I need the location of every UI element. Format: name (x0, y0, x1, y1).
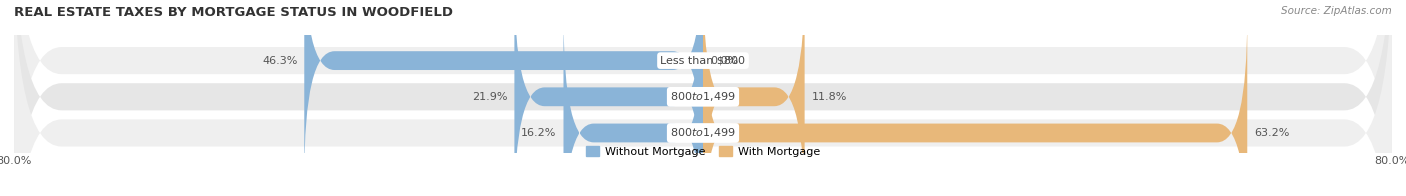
Text: 63.2%: 63.2% (1254, 128, 1289, 138)
Text: $800 to $1,499: $800 to $1,499 (671, 90, 735, 103)
Text: Less than $800: Less than $800 (661, 56, 745, 66)
Text: Source: ZipAtlas.com: Source: ZipAtlas.com (1281, 6, 1392, 16)
FancyBboxPatch shape (304, 0, 703, 178)
Text: 46.3%: 46.3% (262, 56, 298, 66)
FancyBboxPatch shape (14, 0, 1392, 196)
Text: 21.9%: 21.9% (472, 92, 508, 102)
Legend: Without Mortgage, With Mortgage: Without Mortgage, With Mortgage (586, 146, 820, 157)
FancyBboxPatch shape (703, 16, 1247, 196)
Text: 0.0%: 0.0% (710, 56, 738, 66)
FancyBboxPatch shape (14, 0, 1392, 196)
Text: 16.2%: 16.2% (522, 128, 557, 138)
Text: REAL ESTATE TAXES BY MORTGAGE STATUS IN WOODFIELD: REAL ESTATE TAXES BY MORTGAGE STATUS IN … (14, 6, 453, 19)
FancyBboxPatch shape (564, 16, 703, 196)
FancyBboxPatch shape (14, 0, 1392, 196)
FancyBboxPatch shape (703, 0, 804, 196)
Text: $800 to $1,499: $800 to $1,499 (671, 126, 735, 140)
Text: 11.8%: 11.8% (811, 92, 846, 102)
FancyBboxPatch shape (515, 0, 703, 196)
